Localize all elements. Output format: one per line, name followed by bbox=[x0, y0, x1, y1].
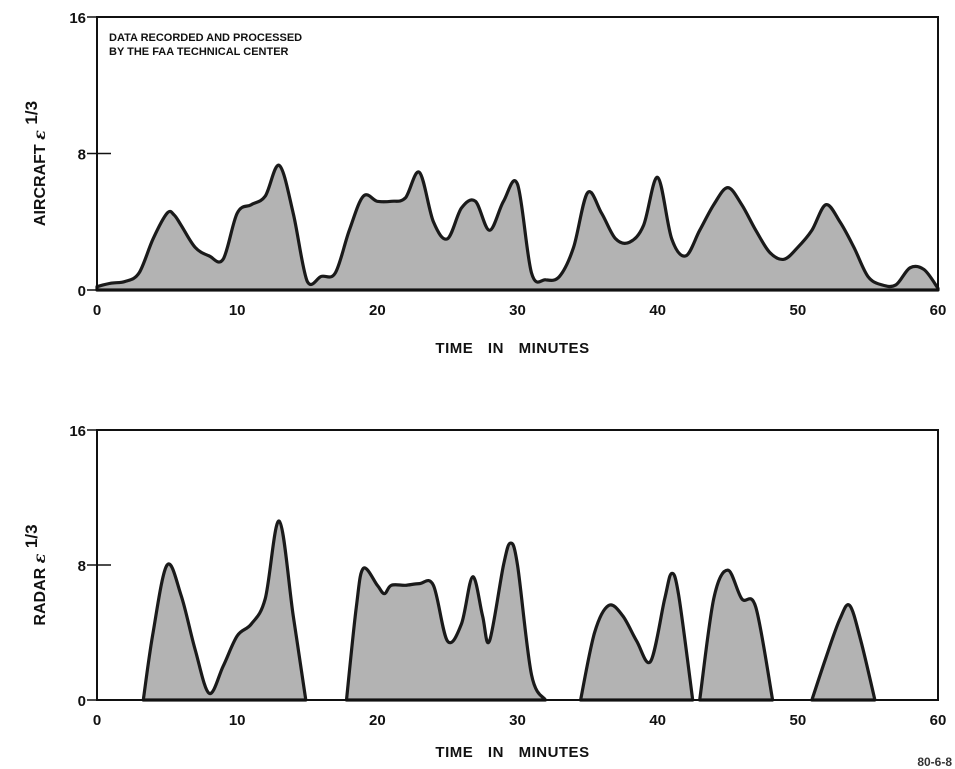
y-tick-label: 16 bbox=[69, 10, 86, 27]
data-area-segment-1 bbox=[141, 519, 308, 702]
y-axis-label: AIRCRAFT ε 1/3 bbox=[22, 101, 49, 226]
y-axis-label-symbol: ε bbox=[30, 125, 49, 140]
radar-panel: 0 10 20 30 40 50 60 0 8 16 TIME IN MINUTES RADAR ε … bbox=[22, 423, 946, 761]
annotation-line: BY THE FAA TECHNICAL CENTER bbox=[109, 46, 289, 58]
x-tick-label: 40 bbox=[649, 302, 666, 319]
y-axis-label-exponent: 1/3 bbox=[22, 524, 41, 548]
x-tick-label: 50 bbox=[789, 712, 806, 729]
y-axis-label-symbol: ε bbox=[30, 548, 49, 563]
x-tick-label: 10 bbox=[229, 712, 246, 729]
y-tick-label: 0 bbox=[78, 693, 86, 710]
x-tick-label: 60 bbox=[930, 712, 947, 729]
y-axis-label-text: RADAR bbox=[32, 563, 49, 625]
corner-note: 80-6-8 bbox=[917, 755, 952, 769]
data-area-segment-1 bbox=[95, 163, 940, 292]
y-axis-label-exponent: 1/3 bbox=[22, 101, 41, 125]
x-tick-label: 30 bbox=[509, 302, 526, 319]
annotation-line: DATA RECORDED AND PROCESSED bbox=[109, 32, 302, 44]
x-tick-label: 10 bbox=[229, 302, 246, 319]
x-tick-label: 40 bbox=[649, 712, 666, 729]
y-axis-label-text: AIRCRAFT bbox=[32, 140, 49, 226]
x-tick-label: 20 bbox=[369, 712, 386, 729]
data-area-segment-4 bbox=[698, 568, 775, 702]
x-tick-label: 60 bbox=[930, 302, 947, 319]
x-axis-label: TIME IN MINUTES bbox=[435, 744, 589, 761]
data-area-segment-5 bbox=[810, 603, 877, 702]
data-area-segment-3 bbox=[579, 571, 695, 702]
x-tick-label: 20 bbox=[369, 302, 386, 319]
aircraft-panel: 0 10 20 30 40 50 60 0 8 16 TIME IN MINUTES AIRCRAFT… bbox=[22, 10, 946, 357]
x-tick-label: 0 bbox=[93, 302, 101, 319]
y-tick-label: 8 bbox=[78, 147, 86, 164]
y-tick-label: 8 bbox=[78, 558, 86, 575]
x-axis-label: TIME IN MINUTES bbox=[435, 340, 589, 357]
y-tick-label: 16 bbox=[69, 423, 86, 440]
x-tick-label: 30 bbox=[509, 712, 526, 729]
data-area-segment-2 bbox=[344, 541, 548, 702]
y-tick-label: 0 bbox=[78, 283, 86, 300]
x-tick-label: 50 bbox=[789, 302, 806, 319]
x-tick-label: 0 bbox=[93, 712, 101, 729]
y-axis-label: RADAR ε 1/3 bbox=[22, 524, 49, 625]
